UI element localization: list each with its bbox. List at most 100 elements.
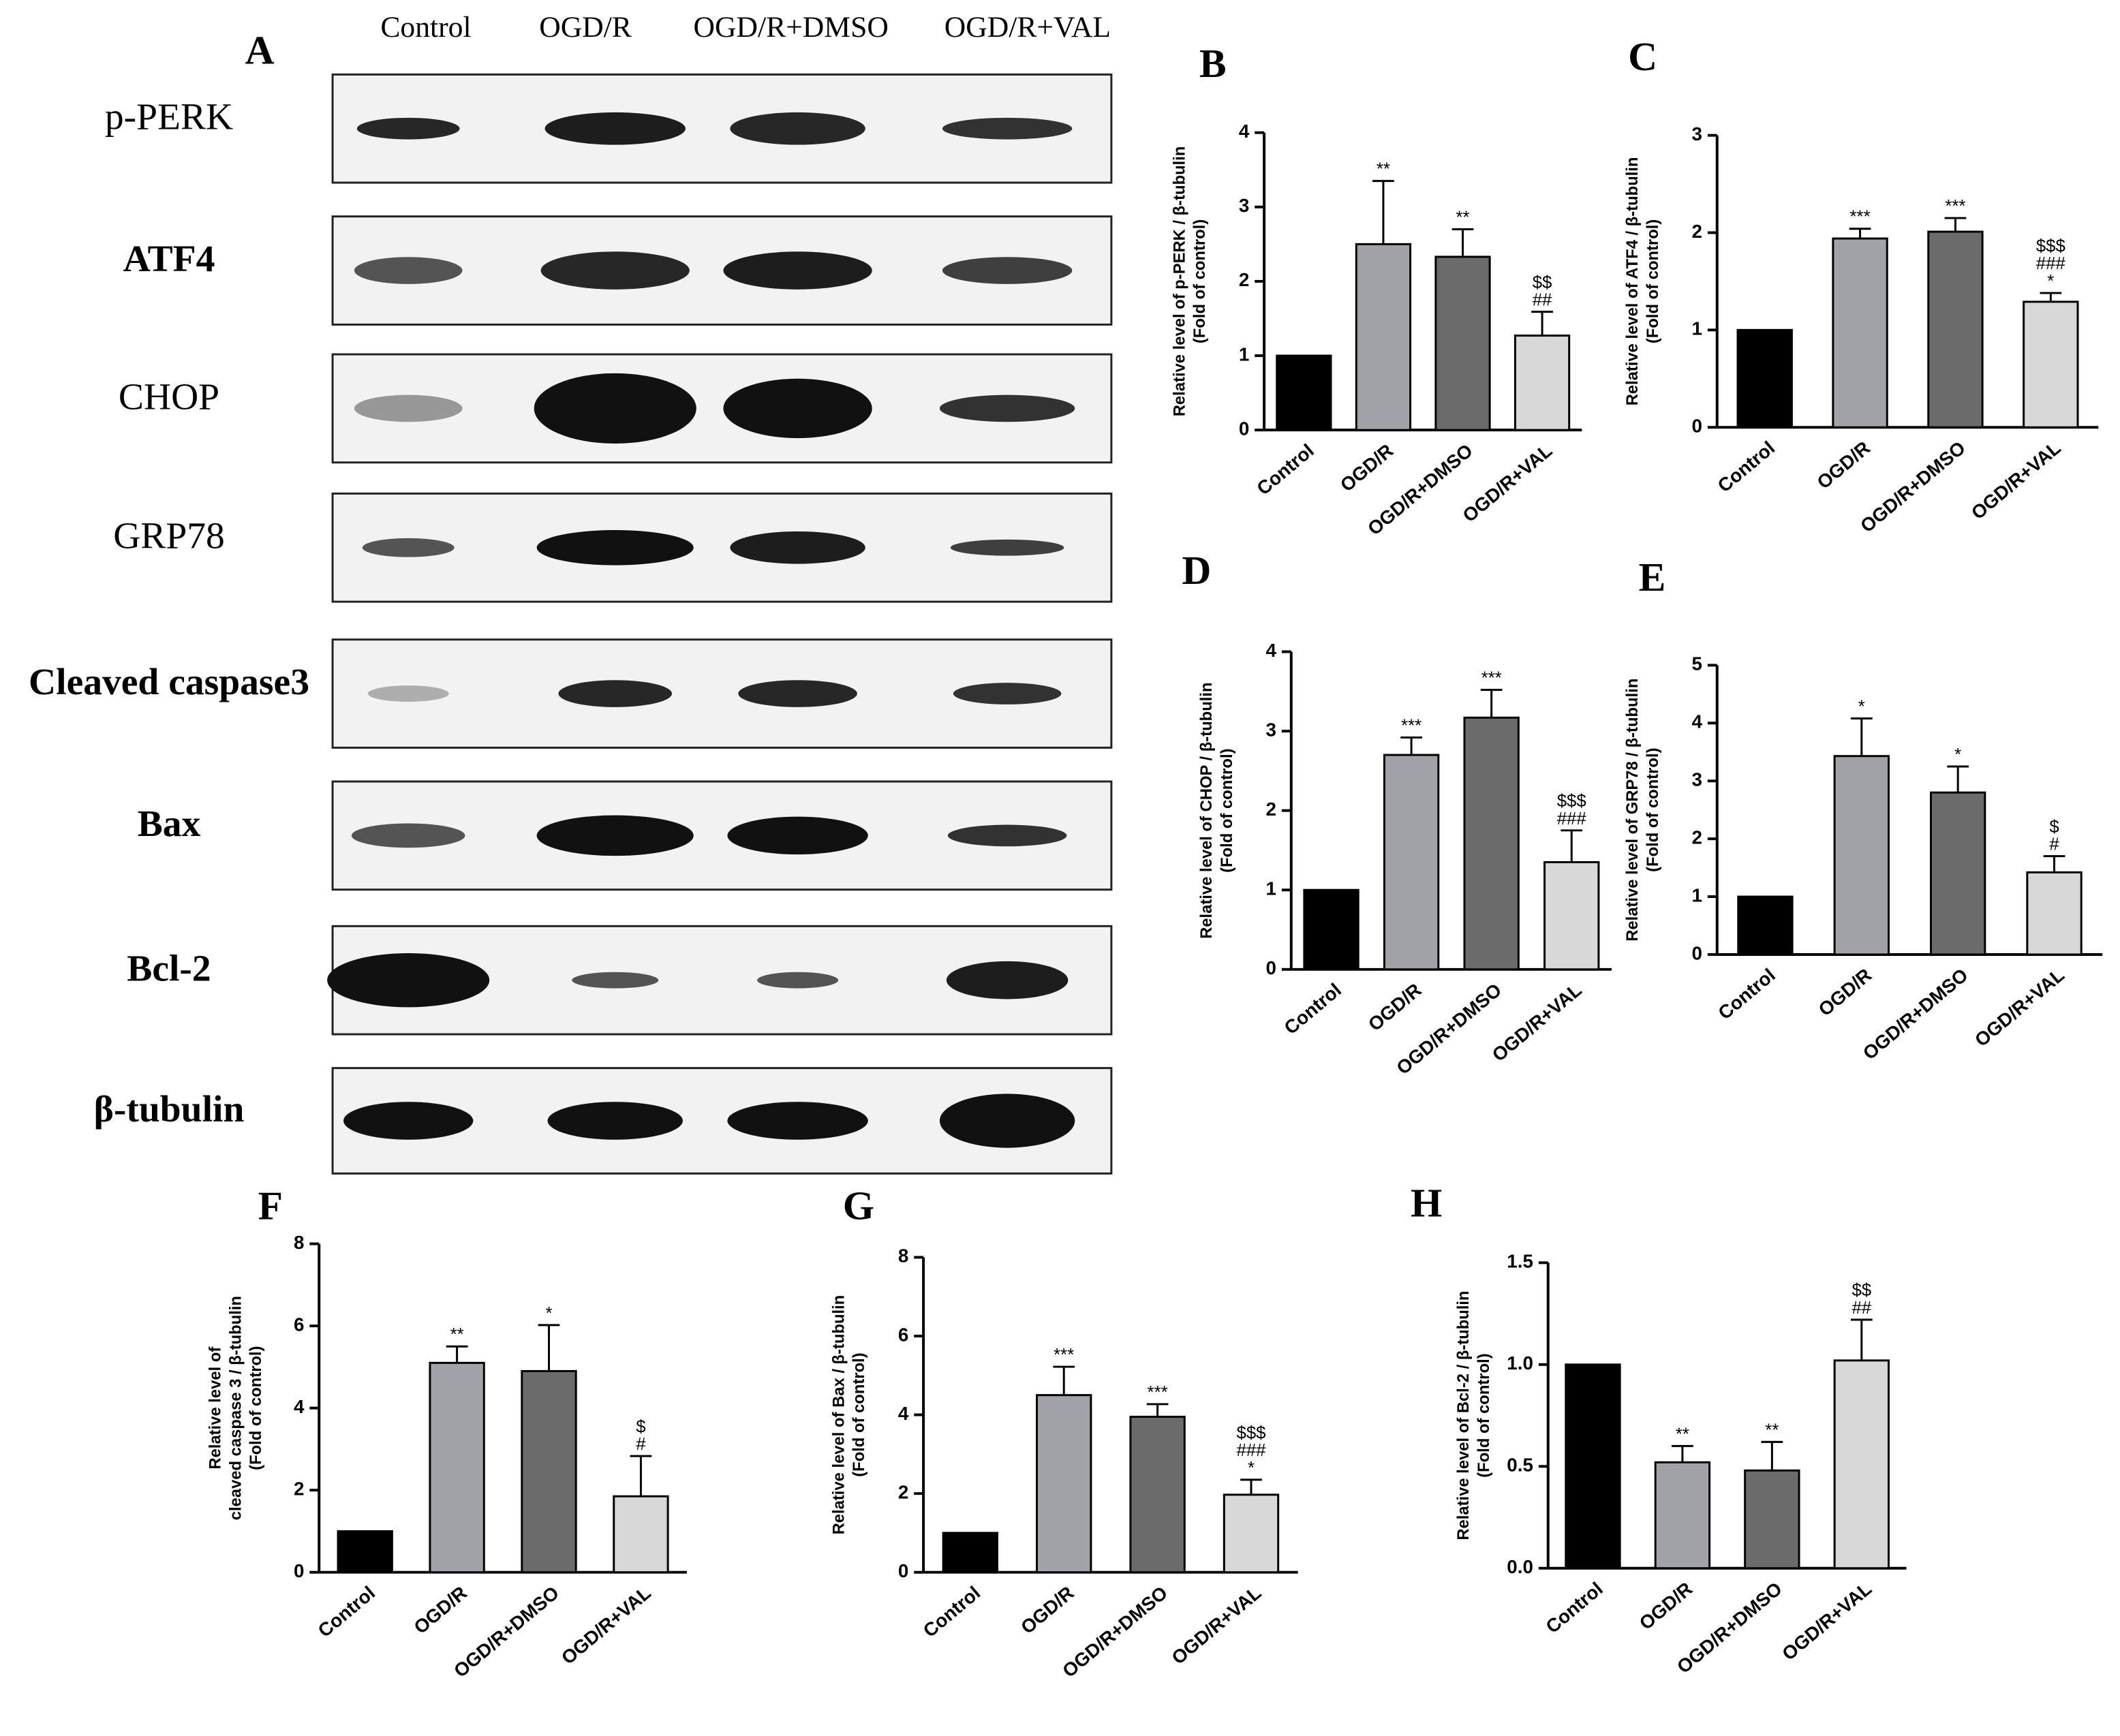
y-tick-label: 0 <box>1691 942 1702 963</box>
error-bar <box>1372 180 1394 245</box>
y-axis-label: Relative level of p-PERK / β-tubulin <box>1170 146 1188 417</box>
protein-label: Bcl-2 <box>127 948 211 990</box>
y-axis-label: (Fold of control) <box>1644 747 1662 871</box>
significance-label: ### <box>1557 809 1587 828</box>
lane-label: OGD/R+VAL <box>944 11 1111 44</box>
blot-band <box>953 683 1062 704</box>
panel-label: C <box>1628 34 1657 79</box>
bar <box>613 1495 669 1574</box>
bar <box>1833 755 1890 956</box>
blot-band <box>547 1102 683 1140</box>
y-axis-label: (Fold of control) <box>850 1352 868 1476</box>
significance-label: ** <box>1377 160 1390 179</box>
protein-label: CHOP <box>119 375 219 418</box>
panel-label: F <box>258 1183 283 1228</box>
bar <box>1276 354 1332 431</box>
y-tick-label: 4 <box>898 1403 909 1424</box>
y-tick-label: 6 <box>898 1324 908 1345</box>
y-tick-label: 2 <box>1691 221 1702 242</box>
blot-band <box>942 257 1073 284</box>
bar <box>429 1361 485 1574</box>
significance-label: $$ <box>1533 273 1552 292</box>
blot-band <box>534 373 696 444</box>
y-axis-label: cleaved caspase 3 / β-tubulin <box>226 1296 245 1520</box>
y-tick-label: 3 <box>1691 123 1702 144</box>
y-tick-label: 8 <box>898 1245 908 1267</box>
blot-band <box>950 539 1064 556</box>
y-tick-label: 0 <box>294 1560 304 1581</box>
blot-band <box>939 1094 1075 1148</box>
y-axis-label: Relative level of ATF4 / β-tubulin <box>1623 157 1642 405</box>
error-bar <box>446 1345 468 1363</box>
blot-band <box>362 538 455 557</box>
significance-label: * <box>546 1304 553 1323</box>
bar <box>1736 328 1793 429</box>
protein-label: β-tubulin <box>94 1088 245 1130</box>
significance-label: * <box>1248 1459 1255 1478</box>
significance-label: *** <box>1945 197 1965 216</box>
panel-label: A <box>245 27 274 72</box>
y-tick-label: 8 <box>294 1232 304 1253</box>
y-tick-label: 4 <box>1239 121 1250 142</box>
blot-band <box>558 680 673 707</box>
significance-label: * <box>2047 272 2054 291</box>
y-tick-label: 2 <box>1691 826 1702 848</box>
y-tick-label: 0.0 <box>1507 1556 1533 1577</box>
y-axis-label: Relative level of GRP78 / β-tubulin <box>1623 679 1642 942</box>
panel-label: E <box>1639 555 1666 600</box>
significance-label: *** <box>1401 716 1422 735</box>
blot-band <box>536 815 694 856</box>
y-tick-label: 1 <box>1691 884 1702 905</box>
lane-label: OGD/R+DMSO <box>693 11 888 44</box>
protein-label: GRP78 <box>113 515 225 557</box>
error-bar <box>2043 855 2065 873</box>
significance-label: ** <box>1765 1421 1779 1440</box>
significance-label: $ <box>636 1417 645 1436</box>
significance-label: $$ <box>1852 1281 1871 1300</box>
protein-label: Cleaved caspase3 <box>29 661 309 703</box>
protein-label: p-PERK <box>105 96 233 138</box>
bar <box>1355 243 1412 431</box>
bar <box>1654 1461 1711 1570</box>
y-tick-label: 2 <box>1265 799 1276 820</box>
y-axis-label: Relative level of <box>206 1347 225 1470</box>
bar <box>521 1369 577 1574</box>
lane-label: OGD/R <box>539 11 632 44</box>
error-bar <box>1146 1403 1169 1417</box>
panel-label: H <box>1411 1181 1442 1226</box>
y-tick-label: 0 <box>1265 957 1276 978</box>
protein-label: ATF4 <box>123 238 215 280</box>
y-axis-label: (Fold of control) <box>1644 219 1662 343</box>
y-tick-label: 0.5 <box>1507 1455 1533 1476</box>
y-tick-label: 4 <box>1265 640 1276 661</box>
significance-label: ### <box>2036 254 2066 273</box>
bar <box>1434 255 1491 431</box>
blot-band <box>540 251 690 290</box>
blot-band <box>730 112 865 145</box>
blot-band <box>723 378 872 439</box>
bar <box>1832 237 1888 429</box>
bar <box>1463 716 1520 971</box>
significance-label: $$$ <box>2036 236 2065 255</box>
blot-band <box>572 972 659 989</box>
y-axis-label: (Fold of control) <box>247 1346 265 1470</box>
blot-band <box>367 685 449 702</box>
error-bar <box>1451 228 1474 257</box>
blot-band <box>343 1102 474 1140</box>
bar <box>1223 1493 1280 1574</box>
error-bar <box>1761 1440 1783 1471</box>
y-tick-label: 0 <box>898 1560 908 1581</box>
y-tick-label: 1 <box>1239 343 1249 365</box>
error-bar <box>1850 1318 1873 1361</box>
bar <box>1543 861 1600 971</box>
significance-label: # <box>636 1435 646 1454</box>
y-tick-label: 4 <box>294 1396 305 1417</box>
blot-band <box>544 112 686 145</box>
error-bar <box>630 1455 652 1497</box>
blot-band <box>723 251 872 290</box>
bar <box>1737 895 1794 956</box>
significance-label: ## <box>1533 291 1552 310</box>
error-bar <box>1944 217 1967 232</box>
y-tick-label: 5 <box>1691 653 1702 675</box>
blot-band <box>727 816 868 855</box>
